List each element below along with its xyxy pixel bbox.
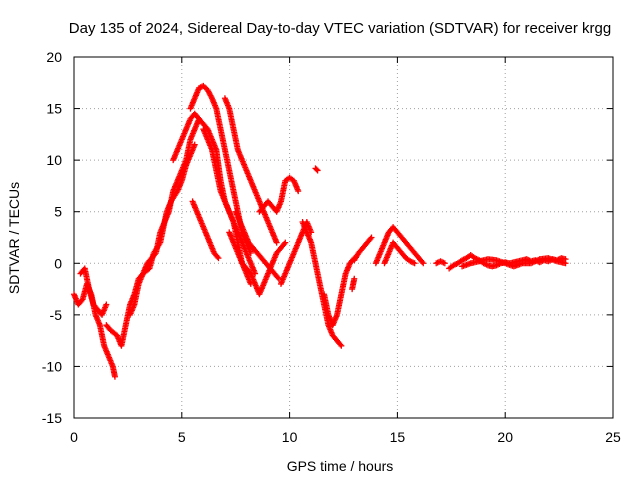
y-tick-label: -15 — [42, 410, 62, 426]
grid-lines — [74, 57, 613, 418]
data-point — [215, 255, 222, 262]
data-point — [562, 260, 569, 267]
series-arc19 — [372, 224, 427, 267]
series-arc4 — [127, 141, 198, 318]
y-tick-label: 0 — [54, 255, 62, 271]
data-point — [103, 301, 110, 308]
data-point — [411, 260, 418, 267]
series-arc2 — [77, 265, 110, 318]
y-tick-label: 5 — [54, 204, 62, 220]
data-point — [111, 373, 118, 380]
y-tick-label: 10 — [46, 152, 62, 168]
data-point — [434, 259, 441, 266]
data-point — [368, 234, 375, 241]
y-tick-label: 15 — [46, 101, 62, 117]
data-point — [295, 188, 302, 195]
x-tick-label: 25 — [605, 429, 621, 445]
y-tick-label: -5 — [50, 307, 63, 323]
data-point — [441, 260, 448, 267]
data-point — [201, 84, 208, 91]
data-point — [367, 235, 374, 242]
y-tick-label: 20 — [46, 49, 62, 65]
series-arc23 — [459, 255, 569, 270]
data-point — [191, 141, 198, 148]
x-axis-label: GPS time / hours — [287, 458, 394, 474]
y-tick-label: -10 — [42, 358, 62, 374]
data-point — [351, 275, 358, 282]
data-point — [313, 166, 320, 173]
series-arc15 — [312, 165, 321, 174]
x-tick-label: 5 — [178, 429, 186, 445]
axis-ticks — [73, 56, 614, 419]
data-points — [71, 82, 569, 380]
series-arc20 — [381, 239, 418, 267]
x-tick-label: 10 — [282, 429, 298, 445]
data-point — [282, 239, 289, 246]
data-point — [275, 275, 282, 282]
data-point — [214, 253, 221, 260]
data-point — [337, 341, 344, 348]
data-point — [338, 342, 345, 349]
data-point — [419, 258, 426, 265]
series-arc13 — [277, 219, 315, 287]
data-point — [281, 240, 288, 247]
data-point — [440, 259, 447, 266]
series-arc12 — [256, 174, 302, 215]
x-tick-label: 15 — [390, 429, 406, 445]
tick-labels: 0 5 10 15 20 25 -15 -10 -5 0 5 10 15 20 — [42, 49, 621, 445]
data-point — [274, 274, 281, 281]
series-arc10 — [226, 229, 289, 298]
series-arc7 — [189, 198, 222, 262]
series-arc14 — [299, 219, 345, 349]
series-arc3 — [103, 115, 203, 349]
data-point — [438, 258, 445, 265]
plot-frame — [73, 56, 614, 419]
x-tick-label: 20 — [497, 429, 513, 445]
series-arc17 — [349, 275, 358, 293]
series-arc18 — [351, 234, 375, 264]
chart-title: Day 135 of 2024, Sidereal Day-to-day VTE… — [69, 20, 611, 37]
data-point — [273, 239, 280, 246]
series-arc21 — [433, 258, 448, 267]
data-point — [420, 260, 427, 267]
x-tick-label: 0 — [70, 429, 78, 445]
series-arc11 — [232, 208, 282, 282]
data-point — [314, 167, 321, 174]
y-axis-label: SDTVAR / TECUs — [6, 182, 22, 294]
data-point — [247, 249, 254, 256]
series-arc22 — [446, 252, 569, 272]
